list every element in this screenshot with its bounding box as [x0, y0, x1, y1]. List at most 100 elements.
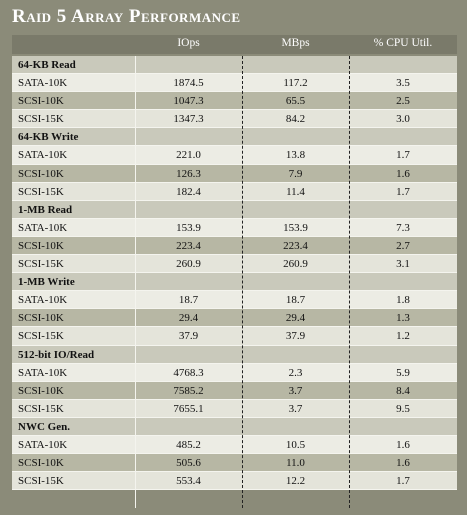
data-row: SCSI-15K 260.9 260.9 3.1 [12, 255, 457, 274]
cell: 126.3 [176, 167, 201, 180]
cell: 3.7 [288, 384, 303, 397]
row-label: SCSI-15K [18, 185, 64, 198]
group-row: 64-KB Read [12, 56, 457, 75]
group-row: 512-bit IO/Read [12, 345, 457, 364]
data-row: SCSI-15K 182.4 11.4 1.7 [12, 182, 457, 201]
data-row: SATA-10K 221.0 13.8 1.7 [12, 146, 457, 165]
cell: 7.3 [396, 221, 410, 234]
column-separator [349, 56, 350, 508]
cell: 84.2 [285, 113, 306, 126]
data-row: SATA-10K 4768.3 2.3 5.9 [12, 363, 457, 382]
cell: 223.4 [283, 239, 308, 252]
data-row: SCSI-10K 223.4 223.4 2.7 [12, 236, 457, 256]
column-header: IOps [177, 37, 200, 49]
cell: 3.1 [396, 258, 410, 271]
cell: 18.7 [178, 294, 199, 307]
cell: 1.6 [396, 457, 410, 470]
column-header-row: IOps MBps % CPU Util. [12, 35, 457, 54]
row-label: SCSI-10K [18, 457, 64, 470]
cell: 11.0 [286, 457, 305, 470]
column-header: % CPU Util. [373, 37, 433, 49]
column-header: MBps [281, 37, 310, 49]
cell: 1.2 [396, 330, 410, 343]
cell: 8.4 [396, 384, 410, 397]
cell: 1.7 [396, 149, 410, 162]
data-row: SATA-10K 18.7 18.7 1.8 [12, 291, 457, 310]
column-separator [135, 56, 136, 508]
data-row: SATA-10K 1874.5 117.2 3.5 [12, 74, 457, 93]
data-row: SCSI-15K 7655.1 3.7 9.5 [12, 399, 457, 418]
group-title: 1-MB Read [18, 203, 73, 216]
group-title: 64-KB Read [18, 59, 76, 71]
column-separator [242, 56, 243, 508]
cell: 29.4 [178, 312, 199, 325]
data-row: SCSI-15K 37.9 37.9 1.2 [12, 327, 457, 346]
row-label: SATA-10K [18, 294, 68, 307]
cell: 37.9 [178, 330, 199, 343]
row-label: SATA-10K [18, 438, 68, 451]
cell: 182.4 [176, 185, 201, 198]
data-row: SCSI-15K 553.4 12.2 1.7 [12, 472, 457, 491]
data-row: SCSI-10K 1047.3 65.5 2.5 [12, 92, 457, 111]
cell: 221.0 [176, 149, 201, 162]
row-label: SCSI-10K [18, 384, 64, 397]
group-row: 64-KB Write [12, 128, 457, 147]
group-row: 1-MB Read [12, 200, 457, 219]
cell: 2.3 [288, 366, 303, 379]
row-label: SATA-10K [18, 77, 68, 90]
row-label: SATA-10K [18, 366, 68, 379]
cell: 7.9 [288, 167, 303, 180]
cell: 1047.3 [173, 95, 204, 108]
cell: 1347.3 [173, 113, 204, 126]
row-label: SATA-10K [18, 221, 68, 234]
group-title: 1-MB Write [18, 276, 75, 289]
title: Raid 5 Array Performance [12, 6, 241, 27]
cell: 1.7 [396, 475, 410, 488]
cell: 3.7 [288, 402, 303, 415]
cell: 1.6 [396, 167, 410, 180]
row-label: SCSI-15K [18, 402, 64, 415]
data-row: SCSI-10K 126.3 7.9 1.6 [12, 164, 457, 183]
cell: 153.9 [176, 221, 201, 234]
cell: 1.3 [396, 312, 410, 325]
cell: 153.9 [283, 221, 308, 234]
row-label: SATA-10K [18, 149, 68, 162]
data-row: SATA-10K 485.2 10.5 1.6 [12, 435, 457, 455]
cell: 1.6 [396, 438, 410, 451]
cell: 1.8 [396, 294, 410, 307]
cell: 4768.3 [173, 366, 204, 379]
cell: 29.4 [285, 312, 306, 325]
row-label: SCSI-15K [18, 113, 64, 126]
cell: 3.5 [396, 77, 410, 90]
row-label: SCSI-15K [18, 330, 64, 343]
row-label: SCSI-15K [18, 258, 64, 271]
data-row: SATA-10K 153.9 153.9 7.3 [12, 218, 457, 237]
cell: 1874.5 [173, 77, 204, 90]
cell: 7585.2 [173, 384, 204, 397]
group-title: 512-bit IO/Read [18, 348, 95, 361]
cell: 37.9 [285, 330, 306, 343]
row-label: SCSI-10K [18, 239, 64, 252]
group-row: NWC Gen. [12, 417, 457, 436]
row-label: SCSI-15K [18, 475, 64, 488]
group-row: 1-MB Write [12, 273, 457, 292]
cell: 13.8 [285, 149, 306, 162]
row-label: SCSI-10K [18, 167, 64, 180]
data-row: SCSI-10K 7585.2 3.7 8.4 [12, 381, 457, 400]
data-row: SCSI-10K 505.6 11.0 1.6 [12, 454, 457, 473]
cell: 553.4 [176, 475, 201, 488]
cell: 3.0 [396, 113, 410, 126]
cell: 1.7 [396, 185, 410, 198]
cell: 12.2 [285, 475, 306, 488]
cell: 260.9 [176, 258, 201, 271]
cell: 18.7 [285, 294, 306, 307]
cell: 11.4 [286, 185, 305, 198]
row-label: SCSI-10K [18, 95, 64, 108]
group-title: 64-KB Write [18, 131, 79, 144]
group-title: NWC Gen. [18, 420, 70, 433]
cell: 7655.1 [173, 402, 204, 415]
data-row: SCSI-15K 1347.3 84.2 3.0 [12, 110, 457, 129]
cell: 9.5 [396, 402, 410, 415]
cell: 223.4 [176, 239, 201, 252]
